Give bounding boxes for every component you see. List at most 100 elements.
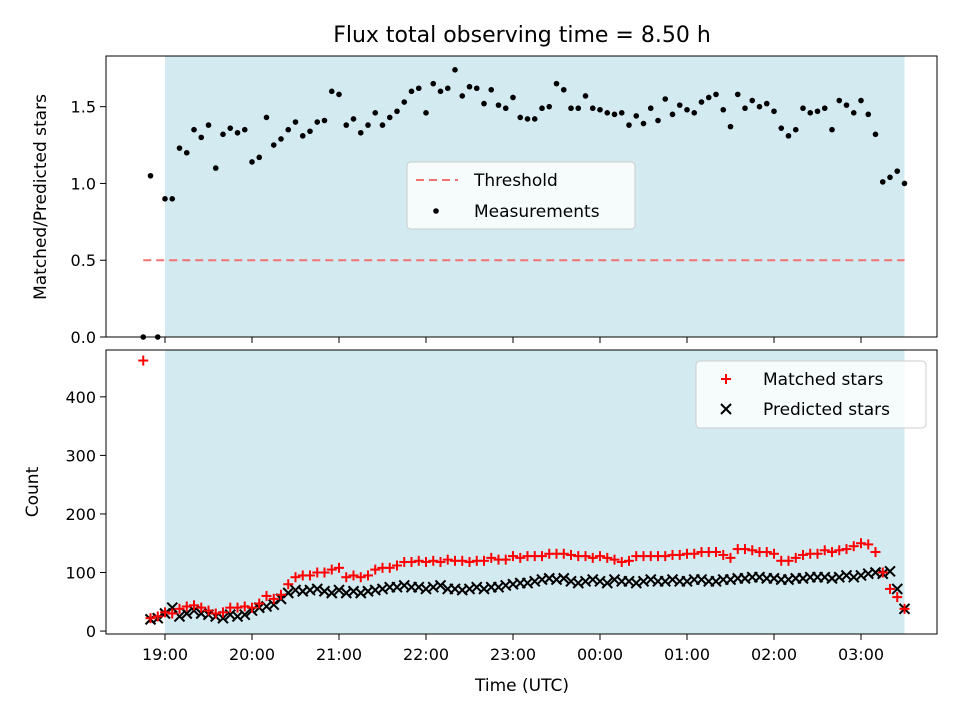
bottom-y-axis-ticks: 0 100 200 300 400 bbox=[65, 388, 106, 641]
measurement-point bbox=[684, 106, 690, 113]
measurement-point bbox=[372, 110, 379, 116]
measurement-point bbox=[792, 126, 799, 133]
legend-predicted-swatch bbox=[720, 403, 732, 415]
measurement-point bbox=[539, 105, 545, 112]
measurement-point bbox=[169, 196, 176, 202]
matched-star-marker bbox=[138, 355, 149, 366]
measurement-point bbox=[147, 172, 154, 179]
matched-star-marker bbox=[457, 555, 468, 566]
measurement-point bbox=[568, 105, 574, 112]
matched-star-marker bbox=[747, 545, 758, 556]
measurement-point bbox=[655, 117, 661, 124]
measurement-point bbox=[821, 105, 828, 112]
predicted-star-marker bbox=[166, 601, 178, 614]
matched-star-marker bbox=[355, 572, 366, 583]
measurement-point bbox=[887, 174, 893, 181]
bottom-y-tick-label: 300 bbox=[65, 446, 96, 465]
measurement-point bbox=[473, 85, 480, 92]
top-y-axis-ticks: 0.0 0.5 1.0 1.5 bbox=[71, 98, 106, 347]
matched-star-marker bbox=[160, 607, 170, 618]
measurement-point bbox=[771, 108, 777, 115]
matched-star-marker bbox=[711, 547, 721, 558]
bottom-y-tick-label: 400 bbox=[65, 388, 96, 407]
measurement-point bbox=[553, 80, 560, 87]
matched-star-marker bbox=[848, 541, 859, 552]
matched-star-marker bbox=[290, 572, 301, 583]
matched-star-marker bbox=[798, 549, 808, 560]
matched-star-marker bbox=[210, 608, 221, 619]
measurement-point bbox=[205, 122, 212, 128]
predicted-star-marker bbox=[891, 583, 903, 595]
measurement-point bbox=[647, 105, 654, 112]
matched-star-marker bbox=[428, 555, 439, 566]
matched-star-marker bbox=[834, 545, 845, 556]
top-x-axis-ticks bbox=[164, 337, 862, 343]
measurement-point bbox=[691, 110, 698, 116]
measurement-point bbox=[575, 105, 582, 112]
matched-star-marker bbox=[232, 602, 243, 613]
measurement-point bbox=[270, 142, 277, 148]
measurement-point bbox=[183, 149, 190, 156]
measurement-point bbox=[618, 110, 625, 116]
matched-star-marker bbox=[435, 556, 446, 567]
matched-star-marker bbox=[500, 554, 511, 565]
matched-star-marker bbox=[870, 547, 881, 558]
measurement-point bbox=[357, 129, 364, 136]
measurement-point bbox=[850, 110, 857, 116]
measurement-point bbox=[901, 180, 908, 187]
measurement-point bbox=[234, 129, 241, 136]
predicted-star-marker bbox=[239, 608, 251, 621]
matched-star-marker bbox=[174, 603, 185, 614]
x-tick-label: 01:00 bbox=[664, 645, 710, 664]
matched-star-marker bbox=[305, 570, 315, 581]
measurement-point bbox=[401, 99, 408, 105]
predicted-star-marker bbox=[434, 579, 447, 592]
matched-star-marker bbox=[239, 601, 250, 612]
bottom-panel: 0 100 200 300 400 19:00 20:00 21:00 22:00 23:00 0… bbox=[23, 349, 938, 696]
matched-star-marker bbox=[718, 549, 729, 560]
legend-threshold-label: Threshold bbox=[473, 171, 558, 191]
matched-star-marker bbox=[145, 613, 156, 624]
matched-star-marker bbox=[218, 607, 228, 618]
measurement-point bbox=[749, 97, 756, 104]
bottom-legend-box bbox=[695, 360, 927, 429]
x-tick-label: 22:00 bbox=[403, 645, 449, 664]
matched-star-marker bbox=[863, 539, 874, 550]
measurement-point bbox=[531, 116, 538, 122]
x-tick-label: 23:00 bbox=[490, 645, 536, 664]
measurement-point bbox=[162, 196, 168, 202]
measurement-point bbox=[517, 114, 524, 121]
measurement-point bbox=[879, 179, 886, 185]
measurement-point bbox=[510, 94, 516, 101]
matched-star-marker bbox=[276, 589, 286, 600]
measurement-point bbox=[299, 133, 306, 139]
matched-star-marker bbox=[334, 562, 344, 573]
measurement-point bbox=[604, 110, 611, 116]
measurement-point bbox=[698, 99, 705, 105]
matched-star-marker bbox=[689, 548, 700, 559]
predicted-star-marker bbox=[282, 587, 294, 599]
bottom-y-tick-label: 100 bbox=[65, 564, 96, 583]
bottom-x-axis-ticks: 19:00 20:00 21:00 22:00 23:00 00:00 01:00 02:00… bbox=[142, 634, 884, 664]
matched-star-marker bbox=[203, 605, 214, 616]
bottom-panel-frame bbox=[105, 349, 938, 635]
measurement-point bbox=[894, 168, 901, 174]
measurement-point bbox=[278, 136, 284, 142]
measurement-point bbox=[307, 128, 313, 135]
matched-star-marker bbox=[566, 549, 576, 560]
matched-star-marker bbox=[602, 552, 613, 563]
top-y-tick-label: 0.5 bbox=[71, 251, 96, 270]
measurement-point bbox=[321, 117, 328, 124]
x-tick-label: 03:00 bbox=[838, 645, 884, 664]
matched-star-marker bbox=[326, 564, 337, 575]
measurement-point bbox=[256, 154, 263, 161]
measurement-point bbox=[669, 111, 676, 118]
x-tick-label: 02:00 bbox=[751, 645, 797, 664]
matched-star-marker bbox=[363, 570, 373, 581]
measurement-point bbox=[285, 126, 292, 133]
measurement-point bbox=[365, 122, 371, 128]
matched-star-marker bbox=[624, 555, 634, 566]
matched-star-marker bbox=[196, 602, 207, 613]
matched-star-marker bbox=[783, 555, 794, 566]
matched-star-marker bbox=[181, 601, 192, 612]
